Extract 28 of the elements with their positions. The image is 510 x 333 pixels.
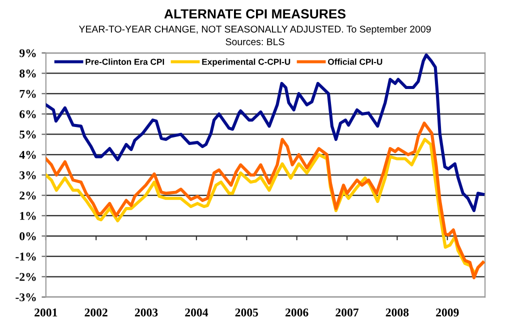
y-tick-label: 7%	[20, 90, 36, 98]
x-tick-label: 2008	[386, 308, 409, 316]
x-tick-label: 2002	[84, 308, 108, 316]
x-tick-label: 2004	[185, 308, 208, 316]
y-tick-label: -3%	[16, 293, 36, 302]
source-note: Sources: BLS	[226, 38, 284, 46]
x-tick-label: 2006	[286, 308, 308, 316]
legend-label: Pre-Clinton Era CPI	[86, 58, 164, 65]
x-tick-label: 2007	[336, 308, 359, 316]
x-tick-label: 2003	[134, 308, 158, 316]
legend-label: Official CPI-U	[328, 58, 382, 65]
x-tick-label: 2005	[235, 308, 258, 316]
y-tick-label: 9%	[19, 49, 36, 58]
y-tick-label: -2%	[16, 272, 36, 281]
x-tick-label: 2009	[436, 308, 459, 316]
y-tick-label: 2%	[20, 192, 36, 200]
y-tick-label: 3%	[20, 171, 36, 180]
y-tick-label: 1%	[20, 212, 36, 220]
y-tick-label: 8%	[20, 70, 36, 78]
legend-label: Experimental C-CPI-U	[202, 58, 290, 67]
chart-title: ALTERNATE CPI MEASURES	[164, 9, 346, 19]
x-tick-label: 2001	[34, 308, 58, 316]
y-tick-label: -1%	[16, 252, 36, 261]
y-tick-label: 5%	[20, 130, 36, 139]
chart-subtitle: YEAR-TO-YEAR CHANGE, NOT SEASONALLY ADJUSTED. To September 2009	[78, 25, 431, 34]
y-tick-label: 4%	[19, 150, 36, 159]
y-tick-label: 0%	[20, 232, 36, 240]
y-tick-label: 6%	[20, 110, 36, 118]
